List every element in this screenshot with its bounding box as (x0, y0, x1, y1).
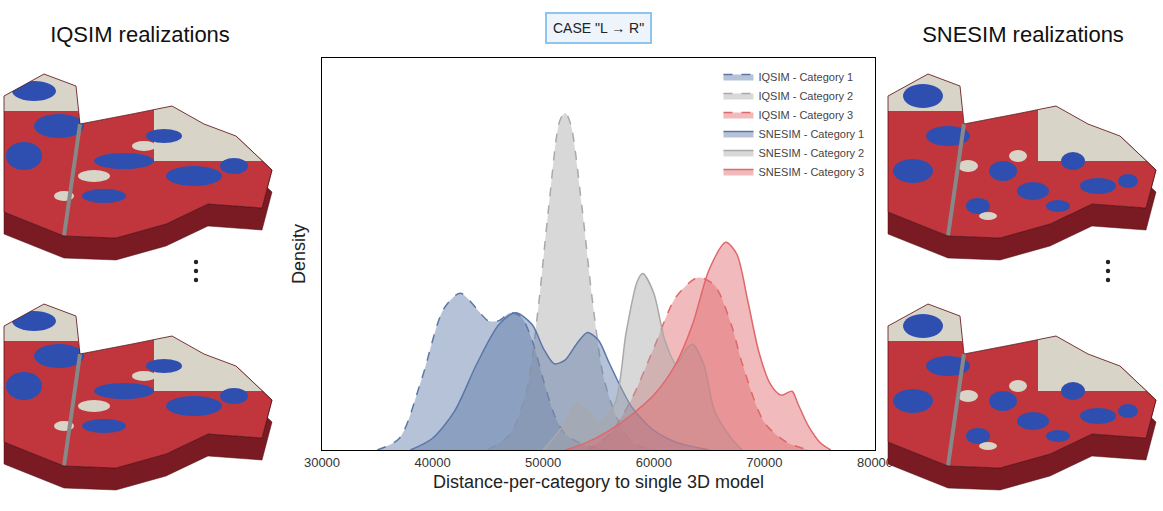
svg-text:80000: 80000 (857, 455, 893, 470)
svg-text:Density: Density (289, 224, 309, 284)
svg-text:60000: 60000 (636, 455, 672, 470)
svg-text:40000: 40000 (415, 455, 451, 470)
svg-text:50000: 50000 (525, 455, 561, 470)
svg-text:SNESIM - Category 1: SNESIM - Category 1 (758, 128, 864, 140)
svg-text:70000: 70000 (746, 455, 782, 470)
svg-text:SNESIM - Category 3: SNESIM - Category 3 (758, 166, 864, 178)
svg-text:Distance-per-category to singl: Distance-per-category to single 3D model (433, 472, 764, 492)
svg-text:CASE "L → R": CASE "L → R" (553, 20, 644, 36)
svg-text:IQSIM - Category 1: IQSIM - Category 1 (758, 71, 853, 83)
svg-text:IQSIM realizations: IQSIM realizations (50, 22, 230, 47)
svg-text:SNESIM realizations: SNESIM realizations (922, 22, 1124, 47)
svg-text:30000: 30000 (304, 455, 340, 470)
svg-text:IQSIM - Category 2: IQSIM - Category 2 (758, 90, 853, 102)
svg-text:IQSIM - Category 3: IQSIM - Category 3 (758, 109, 853, 121)
svg-text:SNESIM - Category 2: SNESIM - Category 2 (758, 147, 864, 159)
